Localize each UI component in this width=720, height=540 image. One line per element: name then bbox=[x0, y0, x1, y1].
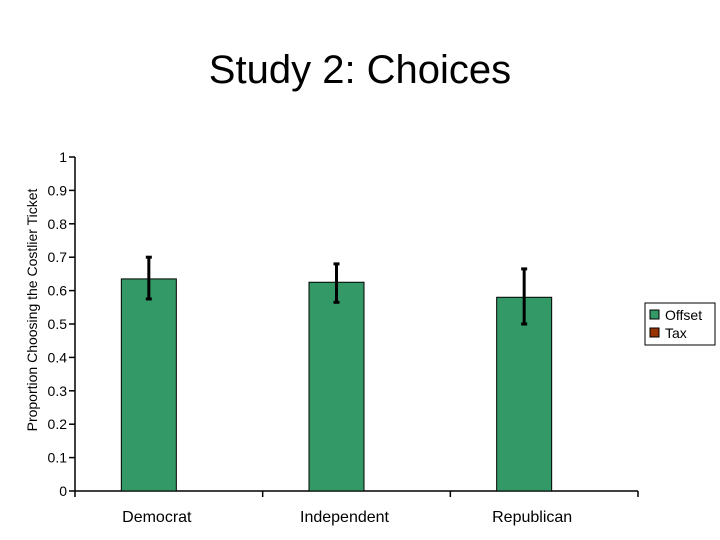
y-tick-label: 0 bbox=[59, 483, 67, 499]
plot-area: 0 0.1 0.2 0.3 0.4 0.5 0.6 0.7 0.8 0.9 1 Democrat Ind… bbox=[48, 149, 639, 526]
bar-republican bbox=[496, 296, 553, 492]
y-tick-label: 0.2 bbox=[48, 416, 68, 432]
y-tick-label: 0.3 bbox=[48, 383, 68, 399]
legend-label-tax: Tax bbox=[665, 325, 687, 341]
y-tick-label: 0.7 bbox=[48, 249, 68, 265]
x-category-label: Democrat bbox=[122, 509, 192, 526]
x-category-label: Independent bbox=[300, 509, 390, 526]
y-tick-label: 0.5 bbox=[48, 316, 68, 332]
chart-title: Study 2: Choices bbox=[209, 48, 511, 92]
y-tick-label: 0.4 bbox=[48, 349, 68, 365]
y-tick-label: 0.8 bbox=[48, 216, 68, 232]
legend-label-offset: Offset bbox=[665, 307, 702, 323]
y-tick-label: 0.6 bbox=[48, 283, 68, 299]
y-tick-label: 0.1 bbox=[48, 450, 68, 466]
bar-independent bbox=[308, 281, 365, 492]
legend-swatch-tax bbox=[649, 327, 660, 338]
y-tick-label: 0.9 bbox=[48, 182, 68, 198]
legend: Offset Tax bbox=[644, 302, 716, 346]
y-tick-label: 1 bbox=[59, 149, 67, 165]
bar-democrat bbox=[120, 278, 177, 492]
x-category-label: Republican bbox=[492, 509, 572, 526]
legend-swatch-offset bbox=[649, 309, 660, 320]
y-axis-label: Proportion Choosing the Costlier Ticket bbox=[24, 189, 40, 432]
